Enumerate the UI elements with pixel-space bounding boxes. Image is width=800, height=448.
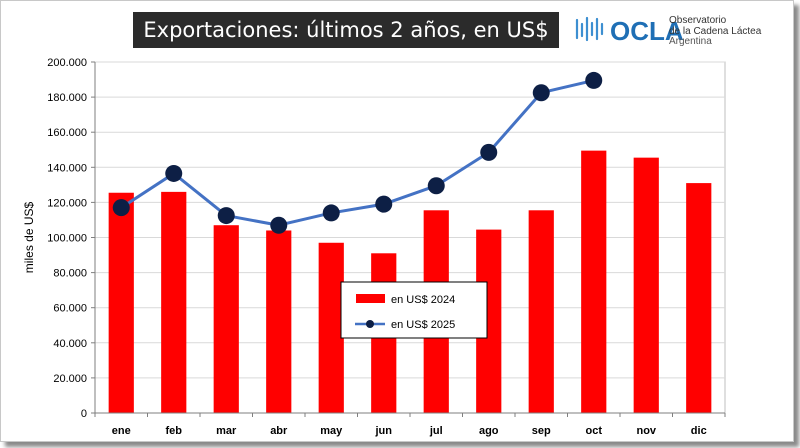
y-tick-label: 200.000 <box>47 57 87 69</box>
logo-subtitle: Observatorio de la Cadena Láctea Argenti… <box>669 15 762 48</box>
x-tick-label: sep <box>532 425 551 437</box>
y-tick-label: 120.000 <box>47 197 87 209</box>
point-ene <box>112 199 130 217</box>
bar-oct <box>581 150 607 413</box>
bar-nov <box>633 157 659 413</box>
point-ago <box>480 143 498 161</box>
y-tick-label: 80.000 <box>53 268 87 280</box>
bars-2024 <box>108 150 712 413</box>
legend: en US$ 2024 en US$ 2025 <box>340 281 488 339</box>
y-tick-label: 40.000 <box>53 338 87 350</box>
ocla-wave-icon <box>575 16 604 42</box>
y-tick-label: 20.000 <box>53 373 87 385</box>
y-tick-label: 140.000 <box>47 162 87 174</box>
bar-mar <box>213 225 239 413</box>
x-tick-label: dic <box>691 425 707 437</box>
y-axis-label: miles de US$ <box>22 202 36 274</box>
point-jun <box>375 195 393 213</box>
point-jul <box>427 177 445 195</box>
point-may <box>322 204 340 222</box>
bar-may <box>318 242 344 413</box>
x-tick-label: ene <box>112 425 131 437</box>
line-path-2025 <box>120 78 595 227</box>
y-tick-label: 0 <box>81 408 87 420</box>
x-tick-label: may <box>320 425 343 437</box>
legend-label-2024: en US$ 2024 <box>391 294 455 306</box>
gridlines <box>95 61 725 379</box>
chart-title: Exportaciones: últimos 2 años, en US$ <box>133 12 559 48</box>
logo-wordmark: OCLA <box>610 16 684 46</box>
point-feb <box>165 164 183 182</box>
y-tick-label: 160.000 <box>47 127 87 139</box>
x-tick-label: jun <box>375 425 393 437</box>
legend-marker-2025 <box>366 320 374 328</box>
point-mar <box>217 207 235 225</box>
logo-subtitle-line2: de la Cadena Láctea <box>669 25 762 37</box>
logo-subtitle-line3: Argentina <box>669 36 712 47</box>
legend-label-2025: en US$ 2025 <box>391 319 455 331</box>
legend-box <box>340 281 488 339</box>
x-axis: ene feb mar abr may jun jul ago sep oct nov dic <box>94 412 726 437</box>
ocla-logo: OCLA Observatorio de la Cadena Láctea Ar… <box>574 12 784 52</box>
bar-sep <box>528 210 554 413</box>
y-tick-label: 180.000 <box>47 92 87 104</box>
x-tick-label: feb <box>166 425 183 437</box>
bar-feb <box>161 191 187 413</box>
y-tick-label: 100.000 <box>47 233 87 245</box>
legend-swatch-2024 <box>356 294 385 303</box>
logo-subtitle-line1: Observatorio <box>669 15 727 26</box>
x-tick-label: oct <box>586 425 603 437</box>
x-tick-label: nov <box>636 425 656 437</box>
point-sep <box>532 84 550 102</box>
x-tick-label: mar <box>216 425 237 437</box>
point-abr <box>270 216 288 234</box>
x-tick-label: ago <box>479 425 499 437</box>
bar-abr <box>266 230 292 413</box>
point-oct <box>585 71 603 89</box>
bar-ene <box>108 192 134 413</box>
bar-dic <box>686 183 712 413</box>
x-tick-label: jul <box>429 425 443 437</box>
x-tick-label: abr <box>270 425 288 437</box>
line-2025 <box>112 71 603 234</box>
y-tick-label: 60.000 <box>53 303 87 315</box>
y-axis: 0 20.000 40.000 60.000 80.000 100.000 120.000 1… <box>22 57 96 420</box>
